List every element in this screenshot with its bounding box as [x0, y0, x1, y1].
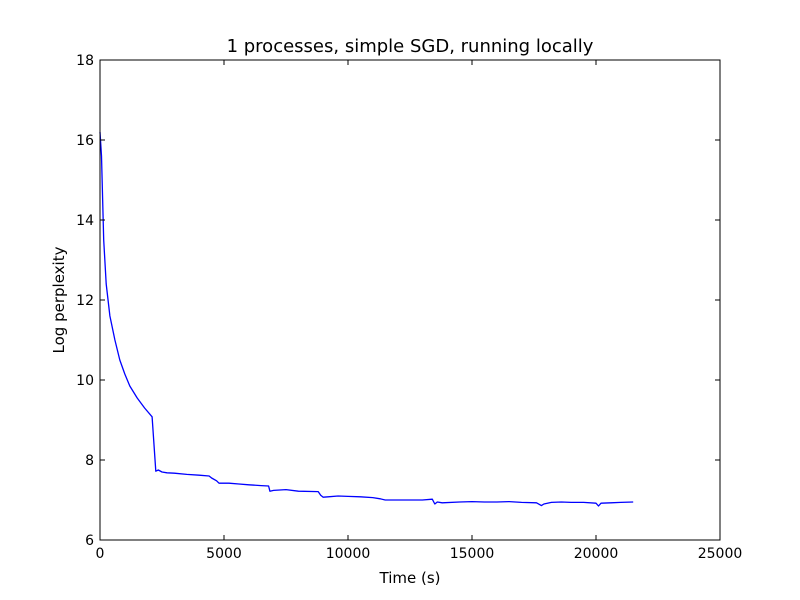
- plot-background: [100, 60, 720, 540]
- x-tick-label: 5000: [206, 546, 242, 562]
- x-tick-label: 15000: [450, 546, 495, 562]
- ticks-layer: 0 5000 10000 15000 20000 25000 6 8 10 12 14 16 18: [76, 53, 742, 562]
- y-tick-label: 6: [85, 533, 94, 549]
- series-line: [99, 131, 634, 507]
- y-tick-label: 14: [76, 213, 94, 229]
- plot-area: 0 5000 10000 15000 20000 25000 6 8 10 12 14 16 18: [76, 53, 742, 562]
- y-axis-label: Log perplexity: [50, 246, 68, 353]
- y-tick-label: 10: [76, 373, 94, 389]
- y-tick-label: 8: [85, 453, 94, 469]
- y-tick-label: 12: [76, 293, 94, 309]
- x-tick-label: 10000: [326, 546, 371, 562]
- x-tick-label: 20000: [574, 546, 619, 562]
- x-tick-label: 0: [96, 546, 105, 562]
- y-tick-label: 16: [76, 133, 94, 149]
- chart-title: 1 processes, simple SGD, running locally: [227, 36, 594, 57]
- x-tick-label: 25000: [698, 546, 743, 562]
- series-layer: [99, 131, 634, 507]
- x-axis-label: Time (s): [379, 569, 441, 587]
- y-tick-label: 18: [76, 53, 94, 69]
